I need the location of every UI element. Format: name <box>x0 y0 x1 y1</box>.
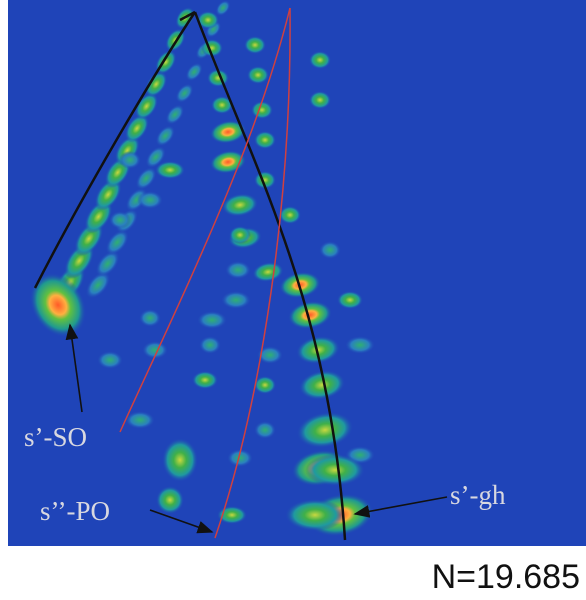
blob <box>279 206 301 224</box>
blob <box>85 271 111 299</box>
blob <box>145 71 168 98</box>
blob <box>309 91 331 109</box>
blob <box>165 104 185 125</box>
label: s’-SO <box>24 422 87 452</box>
blob <box>95 250 120 277</box>
blob <box>192 371 218 389</box>
blob <box>105 229 129 256</box>
blob <box>345 336 375 354</box>
black-curve <box>179 10 196 22</box>
blob <box>156 486 184 514</box>
intensity-pattern <box>29 0 375 537</box>
red-curve <box>119 7 291 433</box>
blob <box>125 411 155 429</box>
blob <box>139 309 161 327</box>
blob <box>124 114 149 143</box>
blob <box>137 191 163 209</box>
blob <box>185 62 203 82</box>
label: s’-gh <box>450 480 506 510</box>
blob <box>251 101 273 119</box>
caption: N=19.685 <box>432 558 580 596</box>
label: s’’-PO <box>40 496 110 526</box>
blob <box>211 96 233 114</box>
blob <box>309 51 331 69</box>
blob <box>175 83 194 103</box>
blob <box>142 341 168 359</box>
blob <box>155 161 185 179</box>
blob <box>135 167 157 190</box>
blob <box>109 211 131 229</box>
black-curve <box>33 11 197 289</box>
blob <box>254 131 276 149</box>
blob <box>221 193 259 217</box>
blob <box>319 241 341 259</box>
blob <box>247 66 269 84</box>
blob <box>155 125 175 147</box>
blob <box>254 376 276 394</box>
blob <box>285 499 345 531</box>
blob <box>119 151 141 169</box>
blob <box>257 346 283 364</box>
blob <box>296 411 354 449</box>
blob <box>199 336 221 354</box>
blob <box>225 261 251 279</box>
blob <box>217 506 247 524</box>
blob <box>145 146 166 169</box>
arrow <box>65 323 83 413</box>
blob <box>215 0 231 16</box>
blob <box>288 301 332 329</box>
arrows <box>65 323 448 534</box>
blob <box>209 120 247 144</box>
blob <box>227 449 253 467</box>
arrow <box>149 509 214 534</box>
blob <box>97 351 123 369</box>
blob <box>229 226 251 244</box>
blob <box>221 291 251 309</box>
blob <box>305 454 365 486</box>
black-curve <box>193 11 347 541</box>
arrow <box>353 496 448 518</box>
blob <box>337 291 363 309</box>
red-curve <box>214 7 291 539</box>
blob <box>254 421 276 439</box>
blob <box>162 438 198 482</box>
blob <box>244 36 266 54</box>
blob <box>197 11 219 29</box>
blob <box>252 262 284 282</box>
blob <box>29 272 87 338</box>
orbit-curves <box>33 7 347 541</box>
blob <box>298 370 346 400</box>
blob <box>197 311 227 329</box>
